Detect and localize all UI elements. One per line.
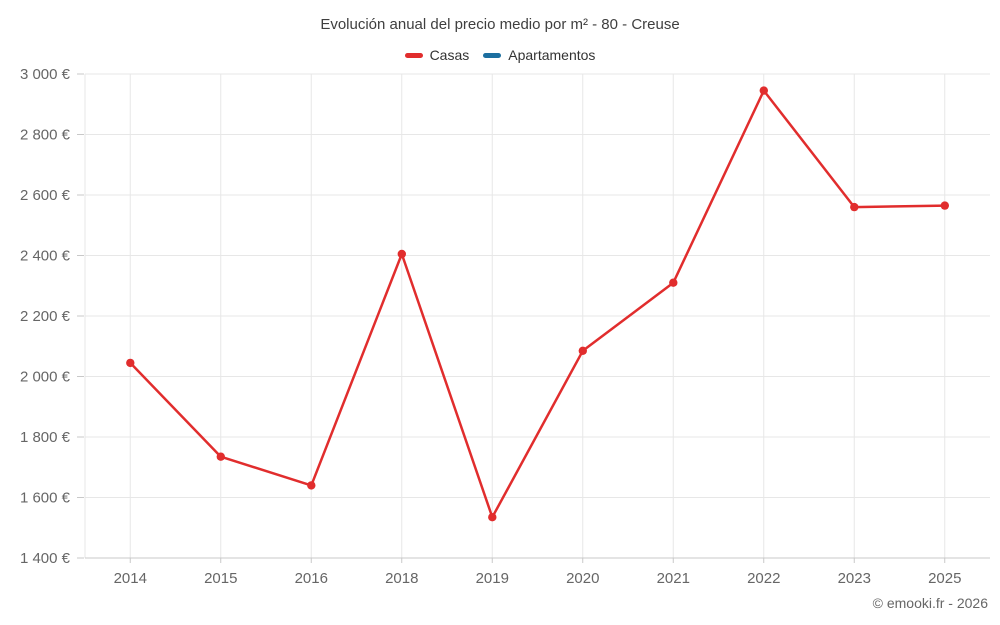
legend-swatch-casas-icon — [404, 52, 423, 58]
data-point-casas-2021[interactable] — [669, 278, 678, 287]
x-tick-label: 2022 — [747, 570, 780, 587]
x-tick-label: 2021 — [657, 570, 690, 587]
legend-label-casas: Casas — [429, 47, 470, 63]
data-point-casas-2014[interactable] — [126, 358, 135, 368]
y-tick-label: 2 200 € — [20, 308, 71, 325]
x-tick-label: 2018 — [385, 570, 418, 587]
legend: Casas Apartamentos — [0, 48, 1000, 62]
y-tick-label: 2 800 € — [20, 127, 71, 144]
y-tick-label: 2 400 € — [20, 248, 71, 265]
y-tick-label: 1 600 € — [20, 490, 71, 507]
x-tick-label: 2020 — [566, 570, 599, 587]
y-tick-label: 1 400 € — [20, 550, 71, 567]
legend-swatch-apartamentos-icon — [483, 52, 502, 58]
data-point-casas-2025[interactable] — [940, 201, 949, 210]
x-tick-label: 2025 — [928, 570, 961, 587]
legend-item-apartamentos[interactable]: Apartamentos — [483, 48, 595, 62]
y-tick-label: 1 800 € — [20, 429, 71, 446]
legend-label-apartamentos: Apartamentos — [508, 47, 596, 63]
chart-title: Evolución anual del precio medio por m² … — [320, 16, 680, 33]
x-tick-label: 2016 — [295, 570, 328, 587]
data-point-casas-2023[interactable] — [850, 202, 859, 212]
data-point-casas-2016[interactable] — [307, 481, 316, 490]
x-tick-label: 2023 — [838, 570, 871, 587]
y-tick-label: 2 600 € — [20, 187, 71, 204]
x-tick-label: 2015 — [204, 570, 237, 587]
data-point-casas-2015[interactable] — [216, 452, 225, 461]
y-tick-label: 2 000 € — [20, 369, 71, 386]
data-point-casas-2019[interactable] — [488, 513, 497, 522]
y-tick-label: 3 000 € — [20, 66, 71, 83]
data-point-casas-2022[interactable] — [759, 86, 768, 95]
data-point-casas-2020[interactable] — [578, 346, 587, 355]
chart-header: Evolución anual del precio medio por m² … — [0, 0, 1000, 62]
series-line-casas — [129, 89, 947, 519]
credit-text: © emooki.fr - 2026 — [872, 595, 988, 611]
legend-item-casas[interactable]: Casas — [404, 47, 470, 63]
data-point-casas-2018[interactable] — [397, 249, 406, 259]
x-tick-label: 2019 — [476, 570, 509, 587]
x-tick-label: 2014 — [114, 570, 147, 587]
